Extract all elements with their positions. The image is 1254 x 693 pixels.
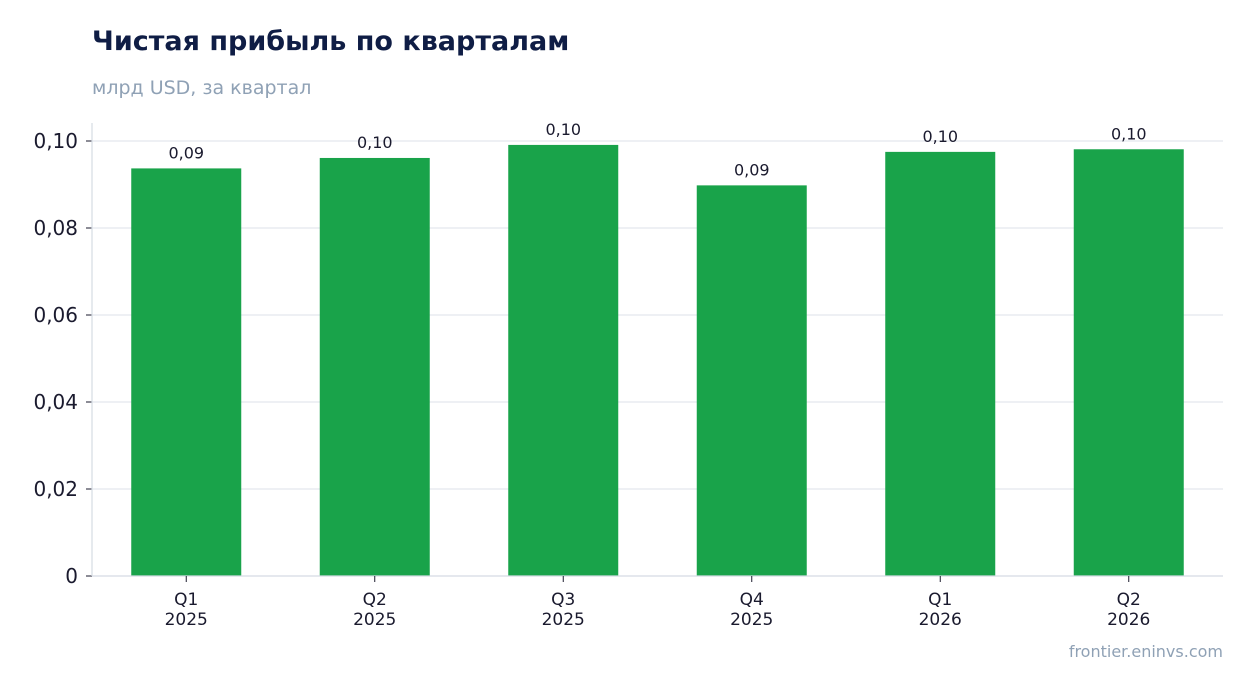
data-label: 0,10 [357,133,393,152]
y-tick-label: 0,08 [33,216,78,240]
x-tick-label-year: 2026 [919,610,962,630]
source-watermark: frontier.eninvs.com [1068,642,1223,661]
x-tick-label-quarter: Q2 [1117,590,1141,610]
x-tick-label-year: 2026 [1107,610,1150,630]
axes: 00,020,040,060,080,10Q12025Q22025Q32025Q… [33,123,1223,630]
bars [131,144,1184,577]
data-label: 0,10 [922,127,958,146]
bar [1073,149,1184,576]
x-tick-label-quarter: Q1 [928,590,952,610]
bar [131,168,242,576]
chart-subtitle: млрд USD, за квартал [92,77,312,99]
bar [696,185,807,576]
y-tick-label: 0,06 [33,303,78,327]
y-tick-label: 0,10 [33,129,78,153]
x-tick-label-year: 2025 [353,610,396,630]
y-tick-label: 0,04 [33,390,78,414]
data-labels: 0,09 0,10 0,10 0,09 0,10 0,10 [168,120,1146,179]
x-tick-label-year: 2025 [542,610,585,630]
bar [319,157,430,576]
data-label: 0,10 [1111,124,1147,143]
x-tick-label-year: 2025 [165,610,208,630]
bar [508,144,619,577]
grid-lines [92,140,1223,490]
chart-title: Чистая прибыль по кварталам [92,26,570,57]
x-tick-label-year: 2025 [730,610,773,630]
y-tick-label: 0 [65,564,78,588]
data-label: 0,10 [545,120,581,139]
x-tick-label-quarter: Q3 [551,590,575,610]
y-tick-label: 0,02 [33,477,78,501]
x-tick-label-quarter: Q4 [740,590,764,610]
data-label: 0,09 [734,160,770,179]
x-tick-label-quarter: Q1 [174,590,198,610]
bar [885,151,996,576]
data-label: 0,09 [168,143,204,162]
x-tick-label-quarter: Q2 [363,590,387,610]
